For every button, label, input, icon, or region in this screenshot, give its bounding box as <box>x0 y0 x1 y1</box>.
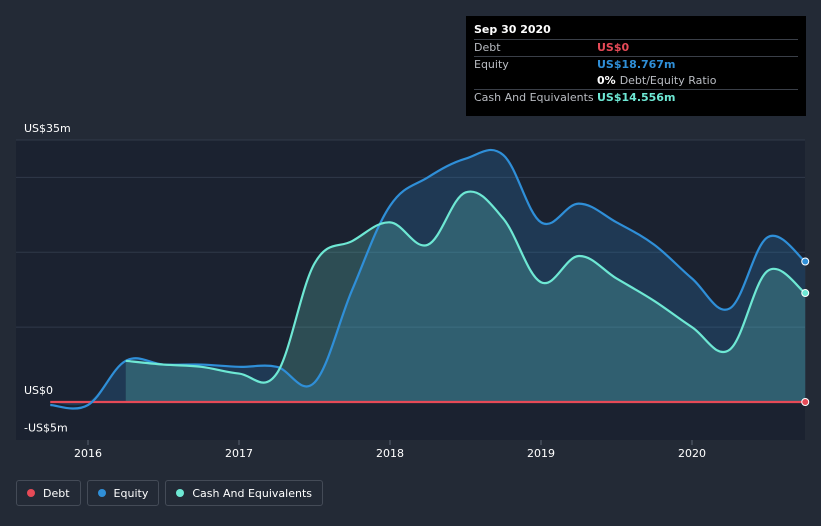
plot-background <box>16 140 805 440</box>
cash-end-point <box>801 289 810 298</box>
debt-end-point <box>801 398 810 406</box>
tooltip-debt-value: US$0 <box>597 41 630 54</box>
tooltip-equity-label: Equity <box>474 58 509 71</box>
x-tick-label-2017: 2017 <box>225 447 253 460</box>
legend-label-equity: Equity <box>113 486 149 500</box>
y-tick-label-35: US$35m <box>24 122 71 135</box>
tooltip-equity-value: US$18.767m <box>597 58 676 71</box>
x-tick-label-2020: 2020 <box>678 447 706 460</box>
tooltip-debt-label: Debt <box>474 41 501 54</box>
tooltip-date: Sep 30 2020 <box>474 23 551 36</box>
tooltip-row-debt: Debt US$0 <box>474 39 798 56</box>
y-tick-label-0: US$0 <box>24 384 53 397</box>
legend: Debt Equity Cash And Equivalents <box>16 480 323 506</box>
legend-item-equity[interactable]: Equity <box>86 480 160 506</box>
tooltip-cash-label: Cash And Equivalents <box>474 91 594 104</box>
x-tick-label-2019: 2019 <box>527 447 555 460</box>
cash-dot-icon <box>176 489 185 497</box>
x-tick-label-2016: 2016 <box>74 447 102 460</box>
tooltip-ratio-value: 0% <box>597 74 616 87</box>
equity-dot-icon <box>97 489 106 497</box>
equity-area <box>50 149 806 406</box>
cash-area <box>125 191 806 402</box>
legend-item-cash[interactable]: Cash And Equivalents <box>165 480 323 506</box>
tooltip-row-cash: Cash And Equivalents US$14.556m <box>474 89 798 106</box>
tooltip-row-equity: Equity US$18.767m <box>474 56 798 73</box>
legend-item-debt[interactable]: Debt <box>16 480 81 506</box>
gridlines <box>16 139 805 328</box>
debt-dot-icon <box>27 489 35 497</box>
legend-label-cash: Cash And Equivalents <box>192 486 312 500</box>
legend-label-debt: Debt <box>43 486 70 500</box>
tooltip-cash-value: US$14.556m <box>597 91 676 104</box>
equity-end-point <box>801 257 810 266</box>
tooltip-ratio-label: Debt/Equity Ratio <box>619 74 717 87</box>
cash-line <box>125 190 806 384</box>
tooltip-row-ratio: 0% Debt/Equity Ratio <box>474 73 798 89</box>
x-tick-label-2018: 2018 <box>376 447 404 460</box>
tooltip-panel: Sep 30 2020 Debt US$0 Equity US$18.767m … <box>466 16 806 116</box>
y-tick-label--5: -US$5m <box>24 421 68 434</box>
